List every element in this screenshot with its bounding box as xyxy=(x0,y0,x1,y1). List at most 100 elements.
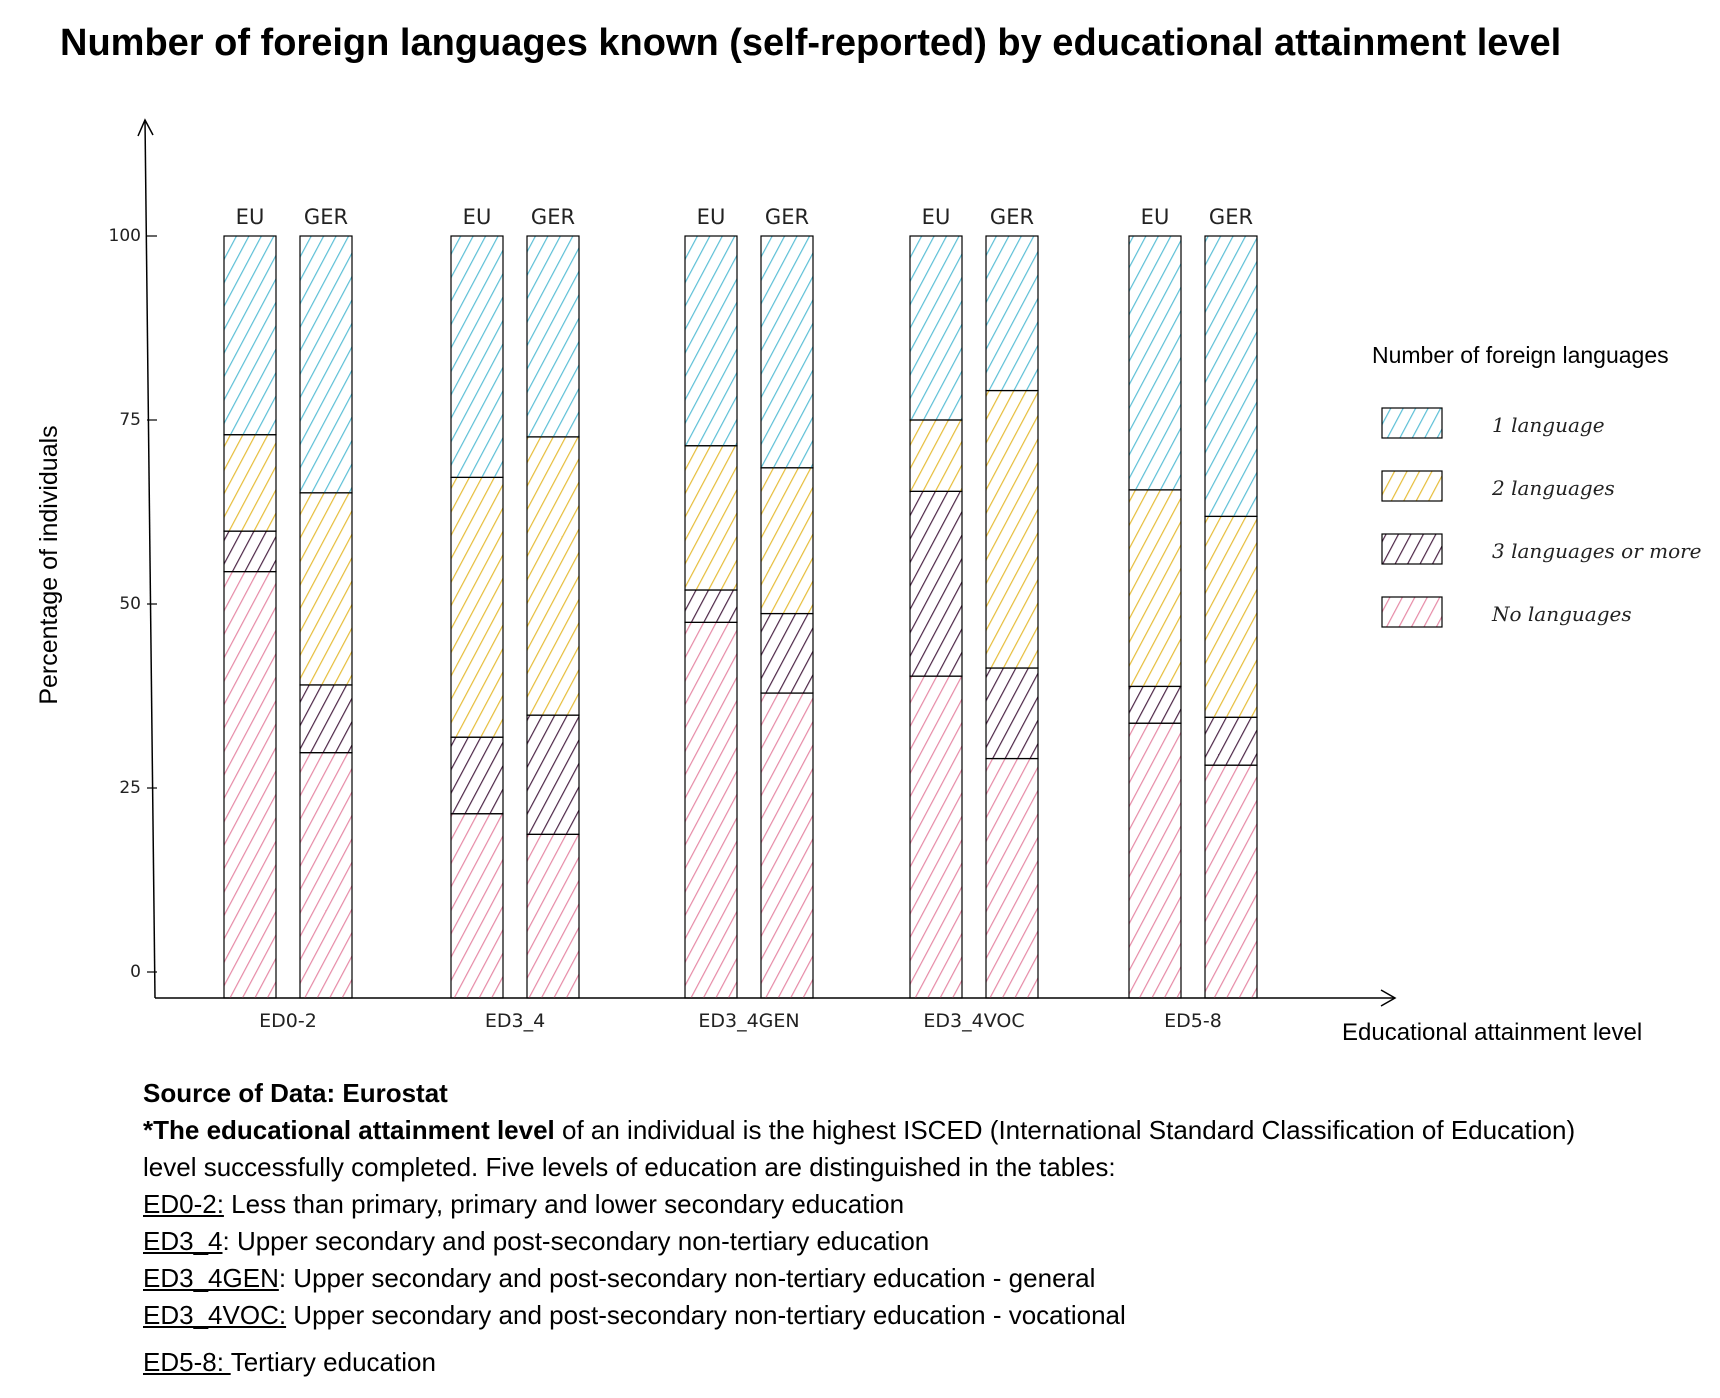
source-note: Source of Data: Eurostat xyxy=(143,1078,448,1108)
legend: Number of foreign languages 1 language 2 l… xyxy=(1372,342,1702,628)
category-label: ED5-8 xyxy=(1164,1010,1222,1032)
bar-segment xyxy=(1128,722,1182,999)
bar-label: EU xyxy=(236,205,265,229)
stacked-bar-ger xyxy=(299,235,353,999)
legend-swatch xyxy=(1381,407,1443,439)
y-tick-label: 50 xyxy=(119,594,141,614)
level-note: ED3_4: Upper secondary and post-secondar… xyxy=(143,1226,930,1256)
stacked-bar-eu xyxy=(909,235,963,999)
bar-segment xyxy=(299,235,353,494)
bar-segment xyxy=(450,235,504,479)
bar-segment xyxy=(223,235,277,436)
x-axis-arrow xyxy=(1380,989,1397,1007)
stacked-bar-ger xyxy=(1204,235,1258,999)
legend-swatch xyxy=(1381,533,1443,565)
bar-label: GER xyxy=(765,205,809,229)
bar-segment xyxy=(1128,685,1182,724)
bar-label: EU xyxy=(922,205,951,229)
bar-segment xyxy=(526,833,580,999)
legend-item: 3 languages or more xyxy=(1381,533,1702,565)
bar-segment xyxy=(223,434,277,532)
bar-segment xyxy=(985,667,1039,760)
legend-item: 2 languages xyxy=(1381,470,1615,502)
bar-segment xyxy=(760,692,814,999)
bar-segment xyxy=(1204,515,1258,718)
bars xyxy=(223,235,1258,999)
bar-segment xyxy=(223,571,277,999)
stacked-bar-eu xyxy=(1128,235,1182,999)
bar-segment xyxy=(299,752,353,999)
definition-note: *The educational attainment level of an … xyxy=(143,1115,1576,1182)
bar-segment xyxy=(1204,764,1258,999)
bar-segment xyxy=(684,621,738,999)
level-note: ED3_4VOC: Upper secondary and post-secon… xyxy=(143,1300,1126,1330)
y-axis-arrow xyxy=(137,118,154,137)
bar-segment xyxy=(909,675,963,999)
bar-segment xyxy=(526,714,580,835)
legend-label: 1 language xyxy=(1492,413,1605,437)
stacked-bar-eu xyxy=(450,235,504,999)
bar-segment xyxy=(1128,235,1182,491)
legend-swatch xyxy=(1381,470,1443,502)
y-axis xyxy=(144,119,156,999)
bar-segment xyxy=(909,419,963,492)
category-label: ED3_4 xyxy=(485,1010,545,1032)
legend-label: 2 languages xyxy=(1491,476,1615,500)
bar-label: GER xyxy=(990,205,1034,229)
legend-swatch xyxy=(1381,596,1443,628)
y-axis-title: Percentage of individuals xyxy=(35,425,63,704)
bar-segment xyxy=(760,235,814,469)
legend-title: Number of foreign languages xyxy=(1372,342,1669,368)
stacked-bar-ger xyxy=(526,235,580,999)
category-label: ED0-2 xyxy=(259,1010,317,1032)
labels: 0 25 50 75 100 Percentage of individuals Educa… xyxy=(35,205,1642,1046)
bar-label: GER xyxy=(531,205,575,229)
bar-segment xyxy=(684,235,738,447)
stacked-bar-ger xyxy=(985,235,1039,999)
bar-segment xyxy=(450,476,504,738)
legend-item: No languages xyxy=(1381,596,1632,628)
bar-segment xyxy=(684,445,738,591)
bar-segment xyxy=(985,757,1039,999)
bar-label: EU xyxy=(1141,205,1170,229)
y-tick-label: 0 xyxy=(130,962,141,982)
bar-label: GER xyxy=(304,205,348,229)
bar-segment xyxy=(450,736,504,815)
bar-segment xyxy=(909,490,963,677)
bar-segment xyxy=(450,813,504,999)
legend-item: 1 language xyxy=(1381,407,1605,439)
bar-segment xyxy=(299,492,353,686)
bar-segment xyxy=(223,530,277,573)
y-tick-label: 25 xyxy=(119,778,141,798)
stacked-bar-eu xyxy=(684,235,738,999)
y-tick-label: 100 xyxy=(109,226,141,246)
bar-label: GER xyxy=(1209,205,1253,229)
x-axis-title: Educational attainment level xyxy=(1342,1019,1642,1046)
bar-segment xyxy=(909,235,963,421)
bar-label: EU xyxy=(463,205,492,229)
category-label: ED3_4VOC xyxy=(923,1010,1024,1032)
bar-segment xyxy=(1204,716,1258,766)
bar-segment xyxy=(985,235,1039,392)
bar-segment xyxy=(684,589,738,623)
level-note: ED0-2: Less than primary, primary and lo… xyxy=(143,1189,905,1219)
level-note: ED3_4GEN: Upper secondary and post-secon… xyxy=(143,1263,1096,1293)
bar-segment xyxy=(985,389,1039,669)
bar-segment xyxy=(526,235,580,438)
chart-title: Number of foreign languages known (self-… xyxy=(60,22,1562,64)
legend-label: No languages xyxy=(1491,602,1632,626)
stacked-bar-eu xyxy=(223,235,277,999)
bar-segment xyxy=(526,436,580,716)
stacked-bar-ger xyxy=(760,235,814,999)
level-note: ED5-8: Tertiary education xyxy=(143,1347,436,1377)
bar-segment xyxy=(760,467,814,615)
bar-label: EU xyxy=(697,205,726,229)
bar-segment xyxy=(1204,235,1258,518)
notes: Source of Data: Eurostat *The educationa… xyxy=(143,1075,1603,1381)
bar-segment xyxy=(1128,489,1182,688)
legend-label: 3 languages or more xyxy=(1492,539,1702,563)
bar-segment xyxy=(299,684,353,754)
category-label: ED3_4GEN xyxy=(698,1010,799,1032)
bar-segment xyxy=(760,612,814,694)
